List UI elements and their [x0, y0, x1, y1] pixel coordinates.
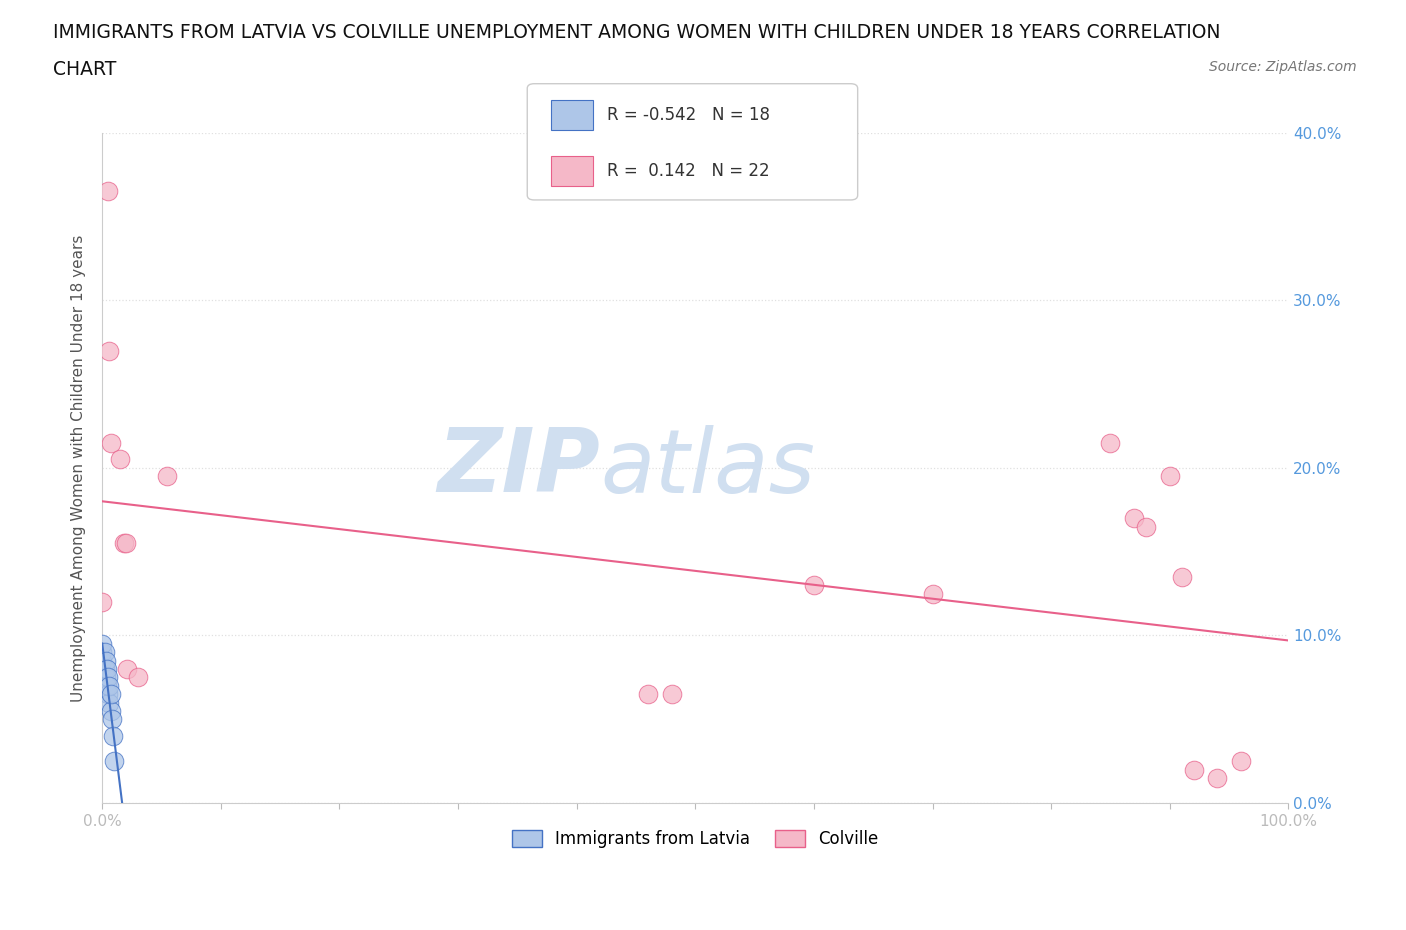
Point — [1182, 762, 1205, 777]
Text: R =  0.142   N = 22: R = 0.142 N = 22 — [607, 162, 770, 180]
Point — [97, 670, 120, 684]
Point — [91, 594, 114, 609]
Point — [921, 586, 943, 601]
Text: Source: ZipAtlas.com: Source: ZipAtlas.com — [1209, 60, 1357, 74]
Point — [1206, 770, 1229, 785]
Y-axis label: Unemployment Among Women with Children Under 18 years: Unemployment Among Women with Children U… — [72, 234, 86, 701]
Point — [1099, 435, 1122, 450]
Point — [100, 686, 122, 701]
Point — [100, 435, 122, 450]
Point — [97, 184, 120, 199]
Point — [1170, 569, 1192, 584]
Point — [98, 678, 121, 693]
Point — [96, 678, 118, 693]
Point — [108, 452, 131, 467]
Point — [101, 728, 124, 743]
Point — [94, 670, 117, 684]
Point — [115, 661, 138, 676]
Point — [1159, 469, 1181, 484]
Point — [100, 711, 122, 726]
Point — [661, 686, 683, 701]
Text: R = -0.542   N = 18: R = -0.542 N = 18 — [607, 106, 770, 125]
Point — [100, 703, 122, 718]
Point — [103, 753, 125, 768]
Point — [94, 653, 117, 668]
Point — [803, 578, 825, 592]
Point — [93, 661, 115, 676]
Text: IMMIGRANTS FROM LATVIA VS COLVILLE UNEMPLOYMENT AMONG WOMEN WITH CHILDREN UNDER : IMMIGRANTS FROM LATVIA VS COLVILLE UNEMP… — [53, 23, 1220, 42]
Text: atlas: atlas — [600, 425, 815, 511]
Point — [91, 644, 114, 659]
Point — [91, 636, 114, 651]
Legend: Immigrants from Latvia, Colville: Immigrants from Latvia, Colville — [505, 824, 886, 855]
Point — [97, 686, 120, 701]
Text: CHART: CHART — [53, 60, 117, 79]
Point — [1135, 519, 1157, 534]
Point — [98, 695, 121, 710]
Point — [156, 469, 179, 484]
Point — [93, 644, 115, 659]
Point — [96, 661, 118, 676]
Point — [112, 536, 135, 551]
Text: ZIP: ZIP — [437, 424, 600, 512]
Point — [1230, 753, 1253, 768]
Point — [91, 653, 114, 668]
Point — [98, 343, 121, 358]
Point — [1123, 511, 1146, 525]
Point — [115, 536, 138, 551]
Point — [127, 670, 149, 684]
Point — [637, 686, 659, 701]
